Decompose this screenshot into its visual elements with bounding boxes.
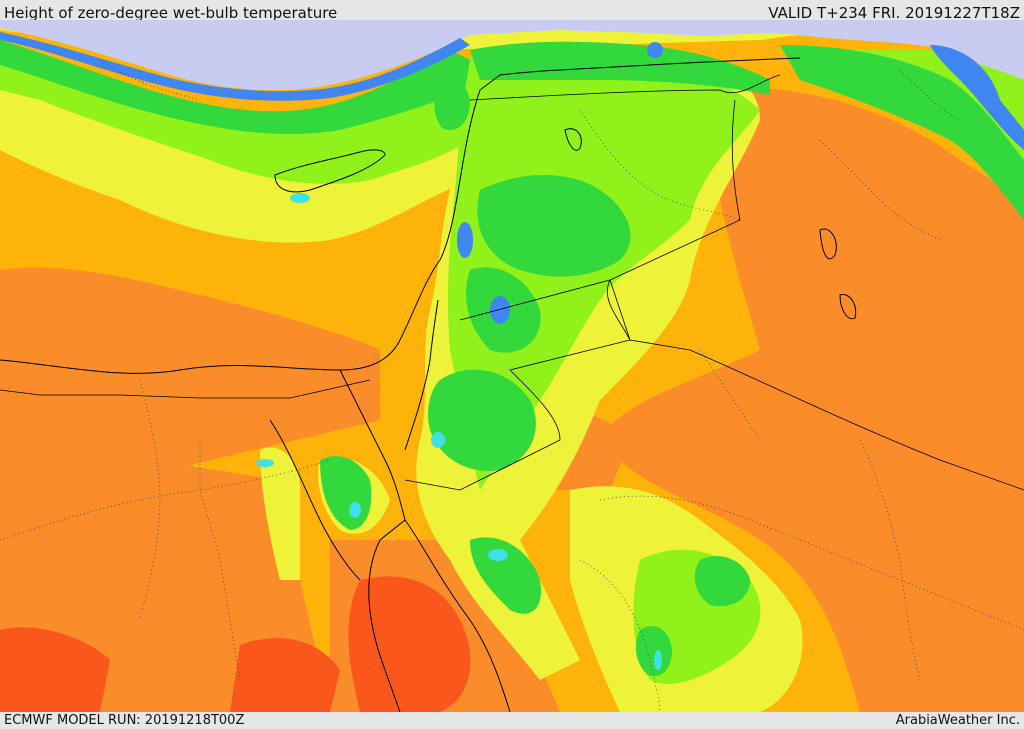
blue-zone bbox=[0, 32, 1024, 324]
lavender-zone bbox=[0, 20, 1024, 91]
province-borders bbox=[0, 59, 1024, 712]
weather-map-canvas bbox=[0, 20, 1024, 712]
map-title: Height of zero-degree wet-bulb temperatu… bbox=[4, 4, 338, 22]
weather-map[interactable] bbox=[0, 20, 1024, 712]
map-header: Height of zero-degree wet-bulb temperatu… bbox=[0, 0, 1024, 22]
coastlines bbox=[0, 57, 857, 712]
model-run-label: ECMWF MODEL RUN: 20191218T00Z bbox=[4, 713, 245, 728]
credit-label: ArabiaWeather Inc. bbox=[895, 713, 1020, 728]
country-borders bbox=[0, 74, 1024, 491]
valid-time-label: VALID T+234 FRI. 20191227T18Z bbox=[768, 4, 1020, 22]
map-footer: ECMWF MODEL RUN: 20191218T00Z ArabiaWeat… bbox=[0, 712, 1024, 729]
cyan-zone bbox=[256, 193, 662, 670]
red-orange-zone bbox=[0, 576, 471, 712]
